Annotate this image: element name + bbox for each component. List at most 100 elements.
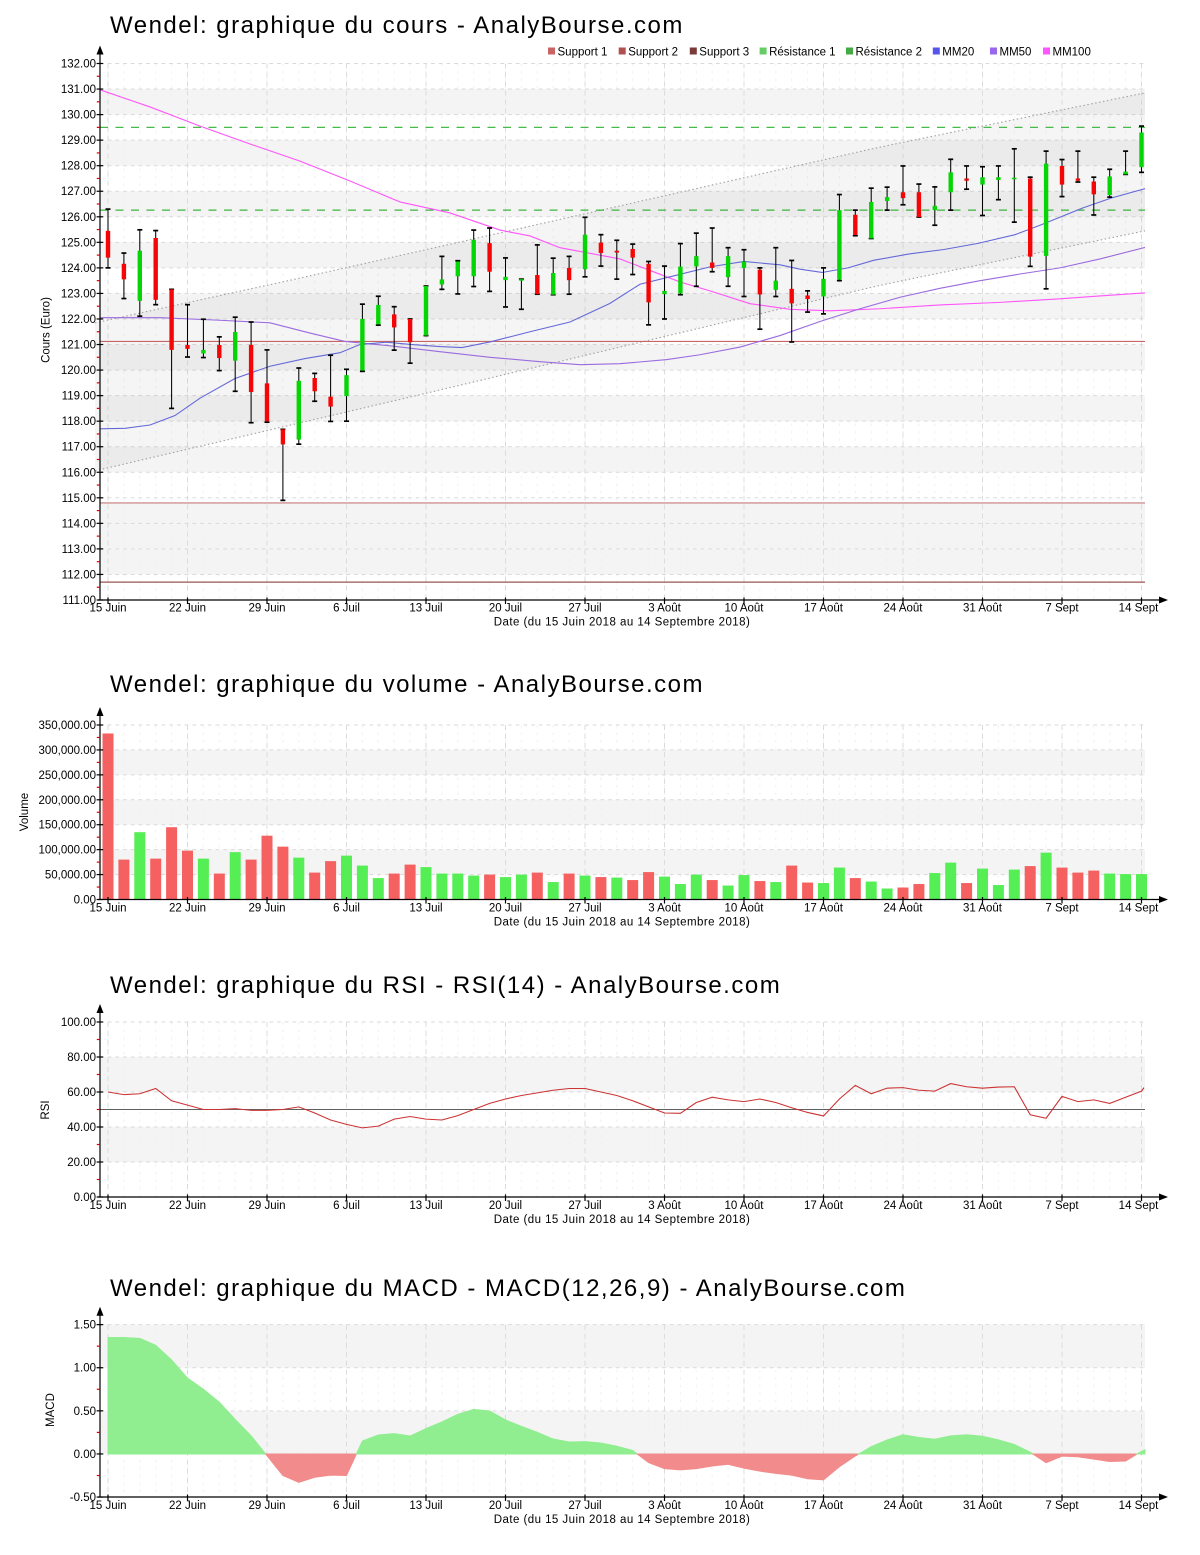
svg-text:13 Juil: 13 Juil — [409, 1200, 442, 1212]
svg-text:0.00: 0.00 — [74, 1449, 96, 1461]
svg-text:31 Août: 31 Août — [963, 903, 1003, 915]
svg-text:127.00: 127.00 — [61, 186, 96, 198]
svg-text:Date (du 15 Juin 2018 au 14 Se: Date (du 15 Juin 2018 au 14 Septembre 20… — [494, 1514, 751, 1526]
svg-text:114.00: 114.00 — [62, 518, 96, 530]
svg-text:117.00: 117.00 — [62, 442, 96, 454]
svg-text:24 Août: 24 Août — [883, 903, 923, 915]
svg-text:116.00: 116.00 — [62, 467, 96, 479]
svg-text:MM100: MM100 — [1053, 47, 1091, 59]
svg-text:24 Août: 24 Août — [883, 1200, 923, 1212]
svg-text:350,000.00: 350,000.00 — [38, 720, 96, 732]
svg-text:115.00: 115.00 — [62, 493, 96, 505]
svg-text:200,000.00: 200,000.00 — [38, 795, 96, 807]
svg-text:150,000.00: 150,000.00 — [38, 820, 96, 832]
svg-text:250,000.00: 250,000.00 — [38, 770, 96, 782]
svg-text:121.00: 121.00 — [61, 340, 96, 352]
svg-text:125.00: 125.00 — [61, 237, 96, 249]
svg-text:118.00: 118.00 — [62, 416, 96, 428]
svg-text:10 Août: 10 Août — [724, 603, 764, 615]
svg-text:10 Août: 10 Août — [724, 903, 764, 915]
svg-text:14 Sept: 14 Sept — [1119, 1200, 1159, 1212]
svg-text:40.00: 40.00 — [67, 1122, 96, 1134]
svg-text:0.00: 0.00 — [74, 895, 96, 907]
svg-text:RSI: RSI — [40, 1100, 52, 1119]
svg-text:126.00: 126.00 — [61, 212, 96, 224]
svg-text:132.00: 132.00 — [61, 59, 96, 71]
svg-text:60.00: 60.00 — [67, 1087, 96, 1099]
svg-text:0.00: 0.00 — [74, 1192, 96, 1204]
svg-text:29 Juin: 29 Juin — [248, 903, 285, 915]
svg-text:29 Juin: 29 Juin — [248, 1500, 285, 1512]
svg-text:Volume: Volume — [19, 793, 31, 831]
svg-text:300,000.00: 300,000.00 — [38, 745, 96, 757]
svg-text:7 Sept: 7 Sept — [1045, 1200, 1079, 1212]
svg-text:13 Juil: 13 Juil — [409, 1500, 442, 1512]
svg-text:22 Juin: 22 Juin — [169, 603, 206, 615]
svg-text:15 Juin: 15 Juin — [89, 903, 126, 915]
svg-text:123.00: 123.00 — [61, 288, 96, 300]
svg-text:3 Août: 3 Août — [648, 1200, 681, 1212]
svg-text:Wendel: graphique du cours - A: Wendel: graphique du cours - AnalyBourse… — [110, 12, 684, 39]
svg-text:Wendel: graphique du RSI - RSI: Wendel: graphique du RSI - RSI(14) - Ana… — [110, 972, 781, 999]
svg-text:124.00: 124.00 — [61, 263, 96, 275]
svg-text:Date (du 15 Juin 2018 au 14 Se: Date (du 15 Juin 2018 au 14 Septembre 20… — [494, 617, 751, 629]
svg-text:Date (du 15 Juin 2018 au 14 Se: Date (du 15 Juin 2018 au 14 Septembre 20… — [494, 917, 751, 929]
svg-text:3 Août: 3 Août — [648, 1500, 681, 1512]
svg-text:20 Juil: 20 Juil — [489, 603, 522, 615]
svg-text:31 Août: 31 Août — [963, 1500, 1003, 1512]
svg-text:27 Juil: 27 Juil — [568, 603, 601, 615]
svg-text:1.00: 1.00 — [74, 1363, 96, 1375]
svg-text:10 Août: 10 Août — [724, 1200, 764, 1212]
svg-text:31 Août: 31 Août — [963, 603, 1003, 615]
svg-text:10 Août: 10 Août — [724, 1500, 764, 1512]
svg-text:20 Juil: 20 Juil — [489, 1500, 522, 1512]
svg-text:Wendel: graphique du MACD - MA: Wendel: graphique du MACD - MACD(12,26,9… — [110, 1275, 906, 1302]
svg-text:24 Août: 24 Août — [883, 603, 923, 615]
svg-text:129.00: 129.00 — [61, 135, 96, 147]
svg-text:15 Juin: 15 Juin — [89, 1500, 126, 1512]
svg-text:100.00: 100.00 — [61, 1017, 96, 1029]
svg-text:7 Sept: 7 Sept — [1045, 903, 1079, 915]
svg-text:130.00: 130.00 — [61, 110, 96, 122]
svg-text:6 Juil: 6 Juil — [333, 603, 360, 615]
svg-text:22 Juin: 22 Juin — [169, 1500, 206, 1512]
svg-text:14 Sept: 14 Sept — [1119, 1500, 1159, 1512]
svg-text:1.50: 1.50 — [74, 1320, 96, 1332]
svg-text:31 Août: 31 Août — [963, 1200, 1003, 1212]
svg-text:27 Juil: 27 Juil — [568, 1500, 601, 1512]
svg-text:113.00: 113.00 — [62, 544, 96, 556]
svg-text:MM50: MM50 — [1000, 47, 1032, 59]
svg-text:Support 3: Support 3 — [699, 47, 749, 59]
svg-text:Wendel: graphique du volume -: Wendel: graphique du volume - AnalyBours… — [110, 671, 704, 698]
svg-text:24 Août: 24 Août — [883, 1500, 923, 1512]
svg-text:Support 2: Support 2 — [628, 47, 678, 59]
svg-text:111.00: 111.00 — [63, 595, 96, 607]
svg-text:17 Août: 17 Août — [804, 1200, 844, 1212]
svg-text:14 Sept: 14 Sept — [1119, 603, 1159, 615]
svg-text:100,000.00: 100,000.00 — [38, 845, 96, 857]
svg-text:29 Juin: 29 Juin — [248, 1200, 285, 1212]
svg-text:17 Août: 17 Août — [804, 603, 844, 615]
svg-text:3 Août: 3 Août — [648, 603, 681, 615]
svg-text:20 Juil: 20 Juil — [489, 1200, 522, 1212]
svg-text:15 Juin: 15 Juin — [89, 603, 126, 615]
svg-text:7 Sept: 7 Sept — [1045, 1500, 1079, 1512]
svg-text:22 Juin: 22 Juin — [169, 903, 206, 915]
svg-text:MACD: MACD — [45, 1393, 57, 1427]
svg-text:27 Juil: 27 Juil — [568, 1200, 601, 1212]
svg-text:Support 1: Support 1 — [558, 47, 608, 59]
svg-text:119.00: 119.00 — [62, 391, 96, 403]
svg-text:13 Juil: 13 Juil — [409, 903, 442, 915]
svg-text:-0.50: -0.50 — [70, 1492, 96, 1504]
svg-text:120.00: 120.00 — [61, 365, 96, 377]
svg-text:MM20: MM20 — [942, 47, 974, 59]
svg-text:15 Juin: 15 Juin — [89, 1200, 126, 1212]
svg-text:Résistance 1: Résistance 1 — [769, 47, 835, 59]
svg-text:14 Sept: 14 Sept — [1119, 903, 1159, 915]
svg-text:Résistance 2: Résistance 2 — [856, 47, 922, 59]
svg-text:7 Sept: 7 Sept — [1045, 603, 1079, 615]
svg-text:6 Juil: 6 Juil — [333, 1500, 360, 1512]
svg-text:17 Août: 17 Août — [804, 1500, 844, 1512]
svg-text:29 Juin: 29 Juin — [248, 603, 285, 615]
svg-text:80.00: 80.00 — [67, 1052, 96, 1064]
